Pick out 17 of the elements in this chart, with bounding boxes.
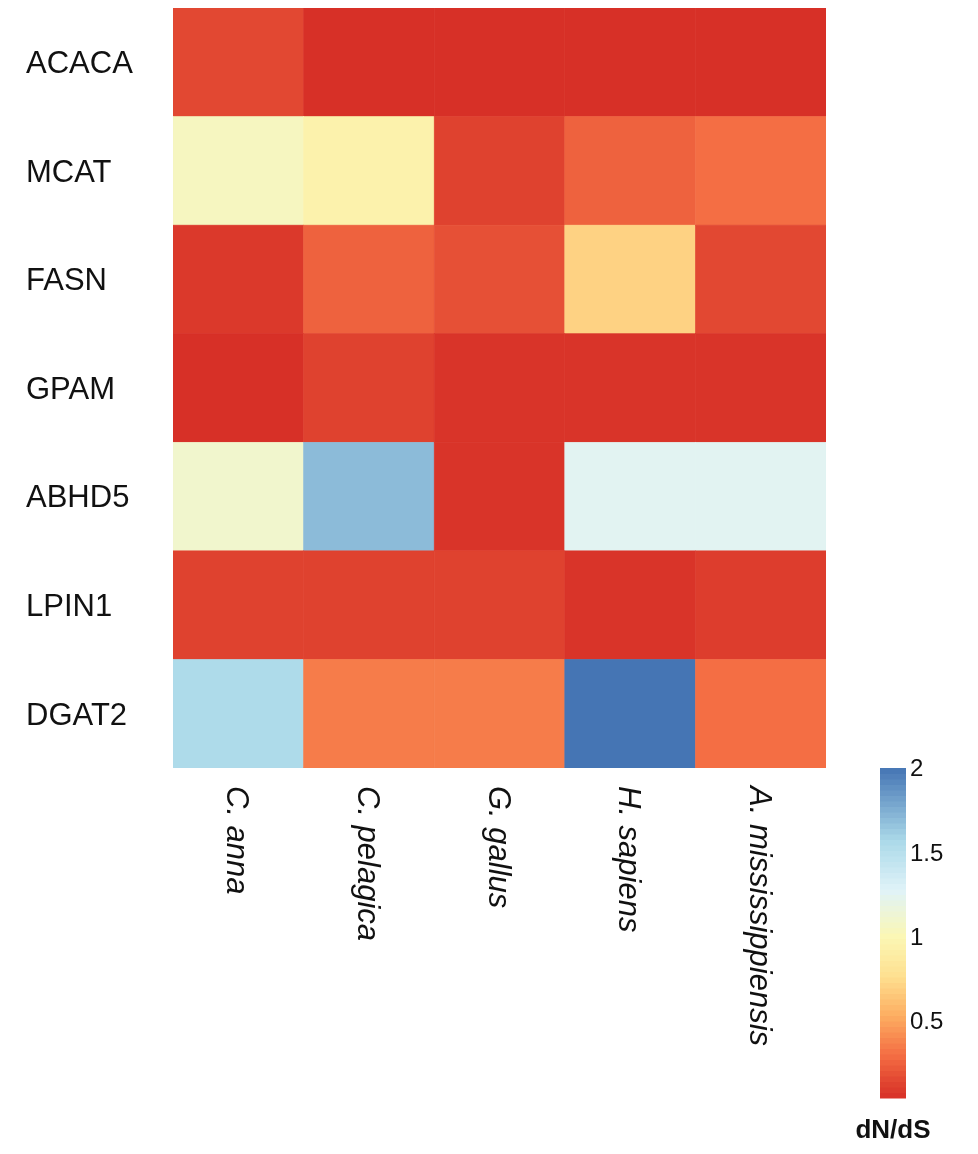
color-bar-title: dN/dS [855, 1114, 931, 1144]
x-tick-label: C. pelagica [351, 786, 387, 942]
y-tick-label: MCAT [26, 153, 112, 189]
color-bar-label: 2 [910, 754, 924, 782]
x-tick-label: A. mississippiensis [742, 784, 778, 1047]
y-tick-label: GPAM [26, 370, 115, 406]
y-tick-label: DGAT2 [26, 696, 128, 732]
color-bar-label: 1.5 [910, 838, 944, 866]
y-tick-label: ABHD5 [26, 479, 130, 515]
y-tick-label: FASN [26, 262, 107, 298]
color-bar-label: 1 [910, 922, 924, 950]
y-tick-label: LPIN1 [26, 587, 113, 623]
color-bar-label: 0.5 [910, 1006, 944, 1034]
x-tick-label: C. anna [220, 786, 256, 895]
y-tick-label: ACACA [26, 45, 134, 81]
x-tick-label: H. sapiens [612, 786, 648, 933]
x-tick-label: G. gallus [481, 786, 517, 909]
